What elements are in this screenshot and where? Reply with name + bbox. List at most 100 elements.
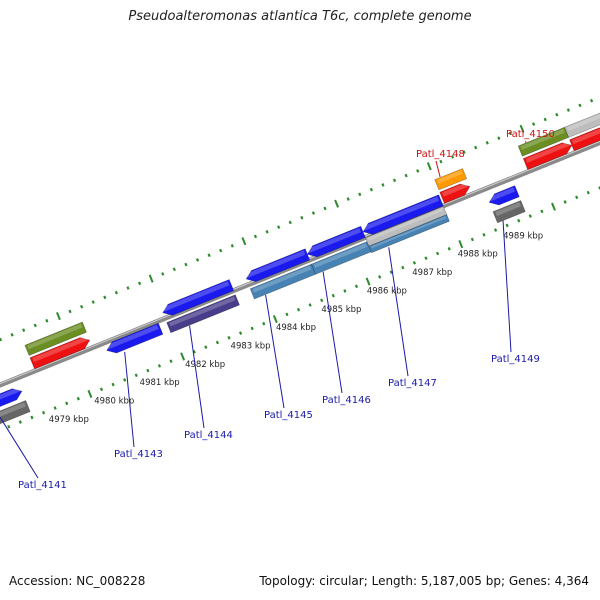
lower-ruler-minor-tick <box>308 303 312 307</box>
gene-label: Patl_4148 <box>416 149 465 160</box>
gene-label: Patl_4150 <box>506 129 555 140</box>
upper-ruler-minor-tick <box>195 258 200 262</box>
gene-label: Patl_4144 <box>184 430 233 441</box>
upper-ruler-minor-tick <box>288 220 292 225</box>
upper-ruler-minor-tick <box>45 318 49 323</box>
gene-feature-shine <box>566 113 600 132</box>
upper-ruler-minor-tick <box>219 248 223 253</box>
gene-label: Patl_4146 <box>322 395 371 406</box>
upper-ruler-minor-tick <box>33 323 37 328</box>
upper-ruler-minor-tick <box>184 262 188 267</box>
lower-ruler-minor-tick <box>204 345 208 349</box>
upper-ruler-minor-tick <box>578 103 582 108</box>
ruler-tick-label: 4988 kbp <box>458 250 498 260</box>
gene-feature-shine <box>495 202 521 217</box>
upper-ruler-major-tick <box>56 312 61 321</box>
upper-ruler-minor-tick <box>311 211 315 215</box>
cds-feature <box>569 127 600 152</box>
gene-label-leader <box>435 160 441 178</box>
map-title: Pseudoalteromonas atlantica T6c, complet… <box>128 9 472 24</box>
lower-ruler-minor-tick <box>575 195 579 200</box>
upper-ruler-minor-tick <box>508 131 513 136</box>
upper-ruler-minor-tick <box>474 145 478 150</box>
gene-label-leader <box>502 220 512 353</box>
cds-feature <box>245 248 311 282</box>
lower-ruler-minor-tick <box>41 410 46 415</box>
lower-ruler-minor-tick <box>436 251 440 256</box>
gene-label: Patl_4145 <box>264 410 313 421</box>
ruler-tick-label: 4981 kbp <box>140 378 180 388</box>
gene-feature <box>564 112 600 138</box>
lower-ruler-major-tick <box>458 240 464 249</box>
cds-feature-shine <box>246 250 306 278</box>
gene-label: Patl_4141 <box>18 480 67 491</box>
lower-ruler-minor-tick <box>505 223 509 228</box>
lower-ruler-minor-tick <box>238 331 243 335</box>
lower-ruler-minor-tick <box>378 275 382 279</box>
upper-ruler-minor-tick <box>172 267 176 272</box>
lower-ruler-minor-tick <box>169 359 173 363</box>
gene-feature <box>0 400 31 425</box>
cds-feature-shine <box>162 281 230 312</box>
topology-label: Topology: <box>259 574 316 588</box>
upper-ruler-minor-tick <box>114 290 118 295</box>
upper-ruler-minor-tick <box>22 328 26 332</box>
gene-feature-shine <box>27 323 83 350</box>
ruler-tick-label: 4979 kbp <box>49 415 89 425</box>
lower-ruler-minor-tick <box>517 218 521 223</box>
gene-feature-shine <box>252 265 312 293</box>
gene-feature <box>492 200 526 224</box>
upper-ruler-minor-tick <box>358 192 362 197</box>
upper-ruler-minor-tick <box>91 300 95 304</box>
upper-ruler-major-tick <box>148 274 154 283</box>
upper-ruler-minor-tick <box>416 169 420 173</box>
cds-feature-shine <box>442 182 468 197</box>
gene-label-leader <box>524 140 527 143</box>
upper-ruler-minor-tick <box>462 150 466 155</box>
ruler-tick-label: 4980 kbp <box>94 397 134 407</box>
upper-ruler-minor-tick <box>381 183 385 187</box>
lower-ruler-minor-tick <box>192 350 196 354</box>
upper-ruler-minor-tick <box>80 304 84 309</box>
upper-ruler-minor-tick <box>207 253 211 258</box>
lower-ruler-minor-tick <box>343 289 347 293</box>
gene-feature-shine <box>169 296 236 327</box>
cds-feature <box>0 388 23 407</box>
upper-ruler-minor-tick <box>369 187 373 192</box>
gene-label-leader <box>124 351 135 448</box>
gene-label: Patl_4149 <box>491 354 540 365</box>
length-label: Length: <box>371 574 418 588</box>
upper-ruler-minor-tick <box>265 230 269 234</box>
lower-ruler-minor-tick <box>354 284 359 289</box>
cds-feature <box>362 194 444 235</box>
cds-feature <box>106 322 164 354</box>
lower-ruler-minor-tick <box>99 387 104 392</box>
lower-ruler-minor-tick <box>146 368 150 373</box>
upper-ruler-minor-tick <box>404 173 408 178</box>
lower-ruler-minor-tick <box>53 406 57 410</box>
lower-ruler-minor-tick <box>493 228 498 232</box>
lower-ruler-minor-tick <box>528 214 532 218</box>
ruler-tick-label: 4983 kbp <box>231 341 271 351</box>
lower-ruler-minor-tick <box>296 307 301 312</box>
gene-label-leader <box>265 294 285 409</box>
upper-ruler-minor-tick <box>253 234 258 239</box>
upper-ruler-minor-tick <box>439 159 443 164</box>
lower-ruler-minor-tick <box>320 298 324 303</box>
genes-value: 4,364 <box>554 574 589 588</box>
lower-ruler-major-tick <box>551 202 556 211</box>
upper-ruler-minor-tick <box>346 197 350 201</box>
upper-ruler-major-tick <box>426 162 432 171</box>
upper-ruler-minor-tick <box>543 117 547 122</box>
lower-ruler-major-tick <box>272 314 278 324</box>
accession-value: NC_008228 <box>76 574 146 588</box>
gene-label-leader <box>189 325 205 429</box>
cds-feature-shine <box>525 141 570 163</box>
lower-ruler-minor-tick <box>65 401 69 406</box>
cds-feature-shine <box>489 187 515 202</box>
gene-feature-shine <box>437 170 463 184</box>
lower-ruler-major-tick <box>180 352 186 361</box>
gene-feature-shine <box>520 128 565 150</box>
cds-feature-shine <box>571 128 600 145</box>
accession-label: Accession: <box>9 574 73 588</box>
